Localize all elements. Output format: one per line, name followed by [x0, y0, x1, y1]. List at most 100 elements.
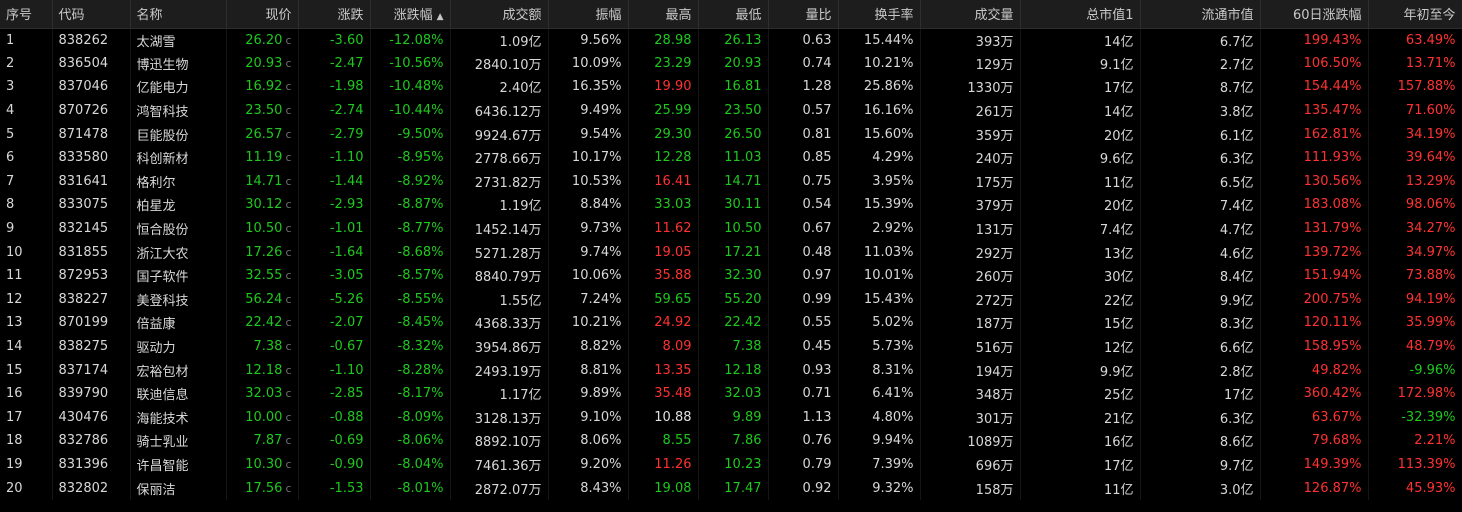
col-header-code[interactable]: 代码 [52, 0, 131, 29]
table-row[interactable]: 7 831641 格利尔 14.71 c -1.44 -8.92% 2731.82万 10.53… [0, 169, 1462, 194]
cell-price-value: 32.55 [245, 268, 283, 284]
cell-total-market-cap-value: 11亿 [1103, 175, 1134, 191]
cell-change-value: -1.64 [329, 244, 364, 260]
price-flag-badge: c [285, 457, 292, 471]
cell-volume-ratio: 1.28 [768, 75, 839, 99]
cell-low-value: 10.23 [724, 456, 762, 472]
table-row[interactable]: 19 831396 许昌智能 10.30 c -0.90 -8.04% 7461.36万 9.2… [0, 452, 1462, 477]
table-row[interactable]: 10 831855 浙江大农 17.26 c -1.64 -8.68% 5271.28万 9.7… [0, 240, 1462, 264]
cell-low: 17.47 [698, 476, 769, 500]
price-flag-badge: c [285, 33, 292, 47]
cell-60d-change: 106.50% [1260, 51, 1369, 76]
cell-name-value: 博迅生物 [136, 57, 189, 73]
cell-change-pct-value: -10.48% [389, 79, 444, 95]
table-row[interactable]: 6 833580 科创新材 11.19 c -1.10 -8.95% 2778.66万 10.1… [0, 145, 1462, 170]
cell-total-market-cap: 22亿 [1020, 287, 1141, 312]
cell-float-market-cap-value: 8.7亿 [1219, 81, 1254, 97]
cell-change-pct: -8.45% [370, 311, 451, 335]
table-row[interactable]: 5 871478 巨能股份 26.57 c -2.79 -9.50% 9924.67万 9.54… [0, 122, 1462, 146]
table-row[interactable]: 14 838275 驱动力 7.38 c -0.67 -8.32% 3954.86万 8.82%… [0, 334, 1462, 359]
col-header-low[interactable]: 最低 [698, 0, 769, 29]
cell-amplitude-value: 8.81% [580, 362, 622, 378]
cell-index-value: 12 [6, 291, 23, 307]
col-header-total-market-cap[interactable]: 总市值1 [1020, 0, 1141, 29]
col-header-ytd-change[interactable]: 年初至今 [1368, 0, 1462, 29]
cell-name: 博迅生物 [130, 51, 227, 76]
cell-ytd-change-value: 35.99% [1405, 315, 1456, 331]
col-header-high[interactable]: 最高 [628, 0, 699, 29]
cell-index: 14 [0, 334, 53, 359]
cell-ytd-change-value: 94.19% [1405, 291, 1456, 307]
cell-price-value: 17.26 [245, 244, 283, 260]
cell-change-pct: -8.92% [370, 169, 451, 194]
cell-turnover-value: 2731.82万 [474, 175, 542, 191]
cell-60d-change-value: 139.72% [1303, 244, 1362, 260]
col-header-volume-ratio[interactable]: 量比 [768, 0, 839, 29]
cell-change-value: -1.98 [329, 79, 364, 95]
table-row[interactable]: 13 870199 倍益康 22.42 c -2.07 -8.45% 4368.33万 10.2… [0, 311, 1462, 335]
cell-total-market-cap: 17亿 [1020, 452, 1141, 477]
col-header-60d-change[interactable]: 60日涨跌幅 [1260, 0, 1369, 29]
cell-turnover-value: 2778.66万 [474, 152, 542, 168]
table-row[interactable]: 2 836504 博迅生物 20.93 c -2.47 -10.56% 2840.10万 10.… [0, 51, 1462, 76]
cell-price-value: 23.50 [245, 103, 283, 119]
cell-ytd-change-value: 45.93% [1405, 480, 1456, 496]
cell-name-value: 鸿智科技 [136, 105, 189, 121]
cell-volume-ratio-value: 0.92 [802, 480, 832, 496]
table-row[interactable]: 4 870726 鸿智科技 23.50 c -2.74 -10.44% 6436.12万 9.4… [0, 98, 1462, 123]
table-row[interactable]: 12 838227 美登科技 56.24 c -5.26 -8.55% 1.55亿 7.24% 5… [0, 287, 1462, 312]
cell-high: 19.08 [628, 476, 699, 500]
col-header-float-market-cap[interactable]: 流通市值 [1140, 0, 1261, 29]
table-row[interactable]: 16 839790 联迪信息 32.03 c -2.85 -8.17% 1.17亿 9.89% 3… [0, 381, 1462, 406]
cell-name-value: 驱动力 [136, 341, 176, 357]
col-header-volume[interactable]: 成交量 [920, 0, 1021, 29]
cell-change-value: -2.93 [329, 197, 364, 213]
table-row[interactable]: 17 430476 海能技术 10.00 c -0.88 -8.09% 3128.13万 9.1… [0, 405, 1462, 430]
cell-price: 16.92 c [226, 75, 299, 99]
cell-ytd-change-value: 34.97% [1405, 244, 1456, 260]
col-header-amplitude[interactable]: 振幅 [548, 0, 629, 29]
cell-price: 22.42 c [226, 311, 299, 335]
cell-turnover-rate-value: 10.21% [863, 55, 914, 71]
cell-amplitude: 8.06% [548, 429, 629, 453]
cell-code: 838227 [52, 287, 131, 312]
cell-turnover-value: 1.17亿 [499, 388, 542, 404]
col-header-turnover-rate[interactable]: 换手率 [838, 0, 921, 29]
cell-volume-ratio: 0.55 [768, 311, 839, 335]
cell-total-market-cap: 14亿 [1020, 28, 1141, 52]
table-row[interactable]: 3 837046 亿能电力 16.92 c -1.98 -10.48% 2.40亿 16.35%… [0, 75, 1462, 99]
cell-volume-value: 194万 [975, 364, 1014, 380]
table-row[interactable]: 9 832145 恒合股份 10.50 c -1.01 -8.77% 1452.14万 9.73… [0, 216, 1462, 241]
cell-change-pct-value: -8.06% [397, 433, 444, 449]
cell-volume-ratio: 0.76 [768, 429, 839, 453]
cell-change-pct: -8.87% [370, 193, 451, 217]
col-header-change-pct[interactable]: 涨跌幅 ▲ [370, 0, 451, 29]
col-header-change[interactable]: 涨跌 [298, 0, 371, 29]
table-row[interactable]: 11 872953 国子软件 32.55 c -3.05 -8.57% 8840.79万 10.… [0, 263, 1462, 288]
cell-volume-ratio: 0.97 [768, 263, 839, 288]
col-header-turnover[interactable]: 成交额 [450, 0, 549, 29]
cell-price: 23.50 c [226, 98, 299, 123]
table-row[interactable]: 1 838262 太湖雪 26.20 c -3.60 -12.08% 1.09亿 9.56% 28… [0, 28, 1462, 52]
cell-turnover-value: 1.19亿 [499, 199, 542, 215]
table-row[interactable]: 18 832786 骑士乳业 7.87 c -0.69 -8.06% 8892.10万 8.06… [0, 429, 1462, 453]
cell-name: 浙江大农 [130, 240, 227, 264]
table-row[interactable]: 8 833075 柏星龙 30.12 c -2.93 -8.87% 1.19亿 8.84% 33.… [0, 193, 1462, 217]
table-row[interactable]: 15 837174 宏裕包材 12.18 c -1.10 -8.28% 2493.19万 8.8… [0, 358, 1462, 382]
cell-code-value: 872953 [58, 268, 109, 284]
cell-amplitude-value: 9.54% [580, 126, 622, 142]
table-row[interactable]: 20 832802 保丽洁 17.56 c -1.53 -8.01% 2872.07万 8.43… [0, 476, 1462, 500]
cell-volume-ratio-value: 0.67 [802, 221, 832, 237]
cell-change: -1.98 [298, 75, 371, 99]
col-header-price[interactable]: 现价 [226, 0, 299, 29]
cell-total-market-cap: 11亿 [1020, 476, 1141, 500]
cell-price-value: 32.03 [245, 386, 283, 402]
cell-ytd-change: 13.29% [1368, 169, 1462, 194]
cell-float-market-cap: 6.1亿 [1140, 122, 1261, 146]
cell-float-market-cap-value: 6.7亿 [1219, 34, 1254, 50]
cell-float-market-cap-value: 6.3亿 [1219, 152, 1254, 168]
col-header-index[interactable]: 序号 [0, 0, 53, 29]
col-header-name[interactable]: 名称 [130, 0, 227, 29]
sort-ascending-icon: ▲ [436, 12, 444, 23]
cell-60d-change: 79.68% [1260, 429, 1369, 453]
